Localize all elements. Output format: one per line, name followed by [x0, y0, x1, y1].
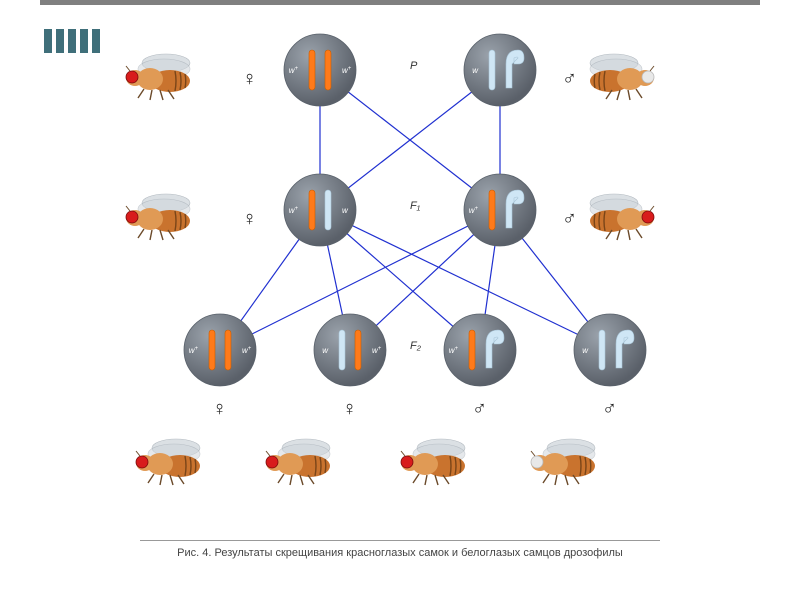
drosophila-white-male [580, 47, 660, 108]
fly-icon [525, 432, 605, 488]
female-symbol: ♀ [212, 398, 227, 421]
fly-icon [260, 432, 340, 488]
female-symbol: ♀ [242, 208, 257, 231]
slide-top-border [40, 0, 760, 5]
genotype-node-F2_d: w [574, 314, 646, 386]
female-symbol: ♀ [342, 398, 357, 421]
genotype-node-F2_b: ww+ [314, 314, 386, 386]
generation-label: F₂ [410, 340, 421, 352]
fly-icon [580, 187, 660, 243]
fly-icon [395, 432, 475, 488]
genotype-node-F2_c: w+ [444, 314, 516, 386]
male-symbol: ♂ [602, 398, 617, 421]
genotype-node-P_m: w [464, 34, 536, 106]
drosophila-red-female [120, 187, 200, 248]
genotype-node-F1_m: w+ [464, 174, 536, 246]
fly-icon [120, 187, 200, 243]
corner-decoration [44, 29, 100, 53]
male-symbol: ♂ [472, 398, 487, 421]
male-symbol: ♂ [562, 208, 577, 231]
generation-label: F₁ [410, 200, 420, 212]
genotype-node-P_f: w+w+ [284, 34, 356, 106]
genotype-node-F2_a: w+w+ [184, 314, 256, 386]
drosophila-red-male [580, 187, 660, 248]
drosophila-red-female [130, 432, 210, 493]
figure-caption: Рис. 4. Результаты скрещивания красногла… [0, 540, 800, 559]
fly-icon [580, 47, 660, 103]
drosophila-red-female [260, 432, 340, 493]
fly-icon [120, 47, 200, 103]
male-symbol: ♂ [562, 68, 577, 91]
generation-label: P [410, 60, 417, 72]
genetics-cross-diagram: w+w+ww+ww+w+w+ww+w+wPF₁F₂ ♀ [120, 20, 700, 500]
drosophila-red-male [395, 432, 475, 493]
drosophila-red-female [120, 47, 200, 108]
fly-icon [130, 432, 210, 488]
caption-text: Рис. 4. Результаты скрещивания красногла… [177, 547, 623, 559]
female-symbol: ♀ [242, 68, 257, 91]
drosophila-white-male [525, 432, 605, 493]
genotype-node-F1_f: w+w [284, 174, 356, 246]
